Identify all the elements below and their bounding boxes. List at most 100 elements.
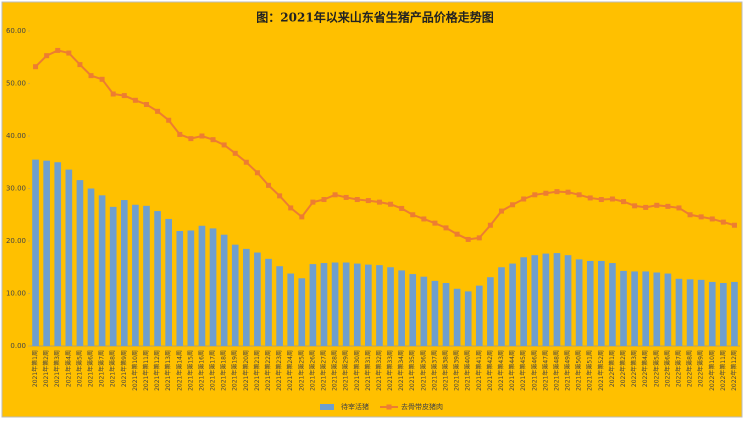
x-tick-label: 2021年第44周 bbox=[508, 350, 516, 391]
y-tick-label: 0.00 bbox=[10, 342, 26, 350]
bar bbox=[65, 169, 73, 346]
x-tick-label: 2021年第48周 bbox=[552, 350, 560, 391]
x-tick-label: 2022年第11周 bbox=[719, 350, 727, 391]
line-marker bbox=[44, 53, 50, 59]
y-tick-label: 60.00 bbox=[6, 27, 26, 35]
x-tick-label: 2022年第5周 bbox=[652, 350, 660, 387]
bar bbox=[120, 200, 128, 346]
x-tick-label: 2022年第8周 bbox=[686, 350, 694, 387]
x-tick-label: 2021年第23周 bbox=[275, 350, 283, 391]
bar bbox=[165, 218, 172, 346]
y-tick-label: 50.00 bbox=[6, 80, 26, 88]
bar bbox=[442, 283, 450, 346]
bar bbox=[697, 279, 705, 346]
x-tick-label: 2022年第2周 bbox=[619, 350, 627, 387]
bar bbox=[564, 255, 572, 346]
x-tick-label: 2021年第24周 bbox=[286, 350, 294, 391]
bar bbox=[353, 263, 361, 346]
x-tick-label: 2021年第14周 bbox=[175, 350, 183, 391]
x-tick-label: 2021年第30周 bbox=[353, 350, 361, 391]
line-marker bbox=[554, 189, 560, 195]
x-tick-label: 2021年第17周 bbox=[209, 350, 217, 391]
bar bbox=[431, 280, 439, 346]
bar bbox=[76, 180, 84, 346]
bar bbox=[365, 264, 372, 346]
line-marker bbox=[199, 133, 205, 139]
bar bbox=[708, 281, 716, 346]
x-tick-label: 2022年第12周 bbox=[730, 350, 738, 391]
bar bbox=[109, 206, 117, 346]
bar bbox=[287, 273, 295, 346]
y-tick-label: 30.00 bbox=[6, 185, 26, 193]
bar bbox=[231, 244, 239, 346]
bar bbox=[653, 272, 661, 346]
x-tick-label: 2021年第6周 bbox=[87, 350, 95, 387]
x-tick-label: 2021年第10周 bbox=[131, 350, 139, 391]
bar bbox=[98, 195, 106, 346]
x-tick-label: 2022年第7周 bbox=[674, 350, 682, 387]
bar bbox=[309, 264, 317, 346]
line-marker bbox=[354, 197, 360, 203]
line-marker bbox=[676, 205, 682, 211]
line-marker bbox=[731, 222, 737, 228]
line-marker bbox=[143, 102, 149, 107]
y-tick-label: 40.00 bbox=[6, 132, 26, 140]
bar bbox=[220, 234, 228, 346]
bar bbox=[675, 278, 683, 346]
bar bbox=[731, 281, 738, 346]
line-marker bbox=[243, 159, 249, 165]
line-marker bbox=[454, 231, 460, 237]
line-marker bbox=[188, 136, 194, 142]
bar bbox=[198, 225, 206, 346]
x-tick-label: 2021年第46周 bbox=[530, 350, 538, 391]
bar bbox=[464, 291, 472, 346]
line-marker bbox=[687, 212, 693, 218]
x-tick-label: 2022年第3周 bbox=[630, 350, 638, 387]
line-marker bbox=[132, 97, 138, 103]
x-tick-label: 2021年第19周 bbox=[231, 350, 239, 391]
line-marker bbox=[66, 50, 72, 56]
bar bbox=[664, 273, 672, 346]
x-tick-label: 2021年第26周 bbox=[308, 350, 316, 391]
line-marker bbox=[609, 196, 615, 202]
line-marker bbox=[332, 192, 338, 198]
x-tick-label: 2021年第40周 bbox=[464, 350, 472, 391]
bar bbox=[54, 162, 62, 346]
line-marker bbox=[565, 189, 571, 195]
bar bbox=[298, 278, 306, 346]
legend-swatch bbox=[386, 404, 392, 410]
bar bbox=[720, 283, 727, 346]
bar bbox=[609, 263, 616, 346]
x-tick-label: 2021年第5周 bbox=[75, 350, 83, 387]
line-marker bbox=[232, 150, 238, 156]
x-tick-label: 2022年第10周 bbox=[708, 350, 716, 391]
x-tick-label: 2021年第31周 bbox=[364, 350, 372, 391]
line-marker bbox=[365, 198, 371, 204]
bar bbox=[320, 263, 328, 346]
x-tick-label: 2021年第2周 bbox=[42, 350, 50, 387]
line-marker bbox=[720, 219, 726, 225]
x-tick-label: 2021年第29周 bbox=[342, 350, 350, 391]
bar bbox=[631, 271, 638, 346]
line-marker bbox=[476, 235, 482, 241]
chart-title: 图：2021年以来山东省生猪产品价格走势图 bbox=[256, 10, 493, 25]
line-marker bbox=[487, 222, 493, 228]
line-marker bbox=[376, 199, 382, 205]
bar bbox=[176, 231, 184, 346]
x-tick-label: 2021年第18周 bbox=[220, 350, 228, 391]
line-marker bbox=[88, 73, 94, 79]
x-tick-label: 2021年第4周 bbox=[64, 350, 72, 387]
line-marker bbox=[99, 76, 105, 82]
line-marker bbox=[77, 62, 83, 68]
x-tick-label: 2021年第22周 bbox=[264, 350, 272, 391]
x-tick-label: 2021年第16周 bbox=[197, 350, 205, 391]
line-marker bbox=[55, 47, 61, 53]
x-tick-label: 2021年第42周 bbox=[486, 350, 494, 391]
line-marker bbox=[110, 91, 116, 97]
x-tick-label: 2021年第32周 bbox=[375, 350, 383, 391]
legend-swatch bbox=[320, 404, 334, 410]
line-marker bbox=[343, 194, 349, 200]
x-tick-label: 2021年第43周 bbox=[497, 350, 505, 391]
line-marker bbox=[543, 190, 549, 196]
